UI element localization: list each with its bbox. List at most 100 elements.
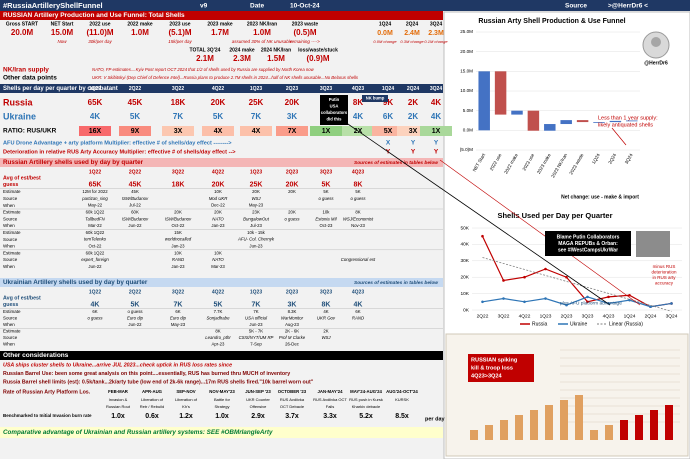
label: Euro dip: [170, 316, 187, 321]
label: 2Q23: [286, 86, 298, 92]
ratio-cell: [397, 126, 429, 136]
label: did this: [327, 117, 343, 122]
trend-line: [482, 257, 672, 312]
label: UKR Counter: [246, 397, 270, 402]
bar: [626, 120, 638, 122]
label: 4Q22: [212, 289, 224, 295]
arrow: [611, 127, 627, 146]
label: 1.0M: [131, 28, 149, 37]
label: Congressional est: [341, 257, 376, 262]
label: 6K: [383, 112, 393, 121]
label: >@HerrDr6 <: [608, 3, 648, 10]
y-tick-label: 25.0M: [460, 29, 473, 34]
label: 2K: [323, 329, 328, 334]
label: MAGA REPUBs & Orban:: [558, 241, 618, 247]
label: Russia: [3, 97, 34, 107]
label: 4K: [90, 112, 100, 121]
label: Source: [3, 257, 18, 262]
label: accuracy: [655, 281, 674, 286]
image-bar: [590, 430, 598, 440]
label: 7K: [251, 112, 261, 121]
label: Estimate: [3, 210, 21, 215]
label: 7-Sep: [250, 342, 262, 347]
y-tick-label: 20.0M: [460, 49, 473, 54]
section-title: Russian Artillery shells used by day by …: [3, 159, 144, 166]
label: Deterioration in relative RUS Arty Accur…: [3, 149, 236, 155]
x-tick-label: 3Q24: [666, 313, 678, 319]
chart-title: Russian Arty Shell Production & Use Funn…: [478, 18, 625, 25]
label: Jun-22: [128, 322, 142, 327]
label: 10-Oct-24: [290, 3, 320, 10]
bar: [494, 71, 507, 115]
label: OCTOBER '23: [278, 389, 307, 394]
label: plus AFU platform advantage: [560, 300, 622, 306]
label: Kh's: [182, 404, 190, 409]
label: worldnocalled: [165, 237, 192, 242]
label: 20K: [214, 210, 222, 215]
label: 10K: [214, 189, 222, 194]
label: 3Q22: [172, 289, 184, 295]
label: guess: [3, 302, 18, 308]
label: ISW/Budanov: [165, 216, 192, 221]
label: 2.9x: [251, 413, 265, 420]
label: KURSK: [395, 397, 409, 402]
label: 1.0M: [253, 28, 271, 37]
label: NATO: [212, 257, 224, 262]
point: [586, 295, 589, 299]
label: Sources of estimates in tables below: [354, 160, 438, 166]
x-tick-label: 4Q22: [519, 313, 531, 319]
label: 7K: [253, 309, 258, 314]
ratio-cell: [162, 126, 194, 136]
label: 15.0M: [51, 28, 74, 37]
label: Oct-22: [89, 244, 103, 249]
x-tick-label: 2Q24: [607, 152, 617, 165]
point: [544, 267, 547, 271]
label: Source: [3, 237, 18, 242]
label: 2Q23: [286, 289, 298, 295]
label: 20K: [212, 181, 225, 188]
label: Other data points: [3, 75, 57, 82]
legend-label: Ukraine: [570, 321, 587, 327]
label: partizan_sing: [81, 196, 108, 201]
label: 0.1M change: [424, 39, 448, 44]
label: 9X: [131, 128, 140, 135]
label: NK/Iran supply: [3, 67, 49, 74]
callout-box: [545, 231, 631, 256]
section-title: RUSSIAN Artillery Production and Use Fun…: [3, 12, 185, 19]
label: Source: [3, 335, 18, 340]
label: Sources of estimates in tables below: [354, 280, 438, 286]
label: Jun-23: [249, 244, 263, 249]
label: 20K: [174, 210, 182, 215]
label: 3Q24: [430, 21, 442, 27]
x-tick-label: 1Q24: [624, 313, 636, 319]
label: o guess: [87, 316, 103, 321]
label: 3Q22: [172, 169, 184, 175]
point: [502, 279, 505, 282]
header-bar: [0, 0, 690, 11]
ratio-cell: [310, 126, 342, 136]
point: [565, 275, 568, 279]
label: Estimate: [3, 250, 21, 255]
label: BungalowOut: [243, 216, 270, 221]
ratio-cell: [202, 126, 234, 136]
callout-box: [362, 95, 388, 102]
label: deterioration: [651, 270, 677, 275]
label: Russian Barrel Use: been some great anal…: [3, 371, 290, 377]
label: UKR Gov: [317, 316, 336, 321]
label: 45K: [128, 98, 143, 107]
label: 4K: [354, 301, 363, 308]
label: Estimate: [3, 329, 21, 334]
label: (11.0)M: [86, 28, 113, 37]
label: loss/waste/stuck: [298, 47, 338, 53]
y-tick-label: 10K: [460, 291, 469, 297]
image-bar: [620, 420, 628, 440]
label: 4Q23: [352, 169, 364, 175]
section-header: [0, 84, 443, 93]
label: Dec-22: [211, 203, 225, 208]
label: 18K: [171, 98, 186, 107]
callout-box: [320, 95, 348, 125]
y-tick-label: 10.0M: [460, 88, 473, 93]
label: 1Q22: [89, 169, 101, 175]
label: 8K: [322, 301, 331, 308]
label: 4Q23>3Q24: [471, 373, 503, 379]
